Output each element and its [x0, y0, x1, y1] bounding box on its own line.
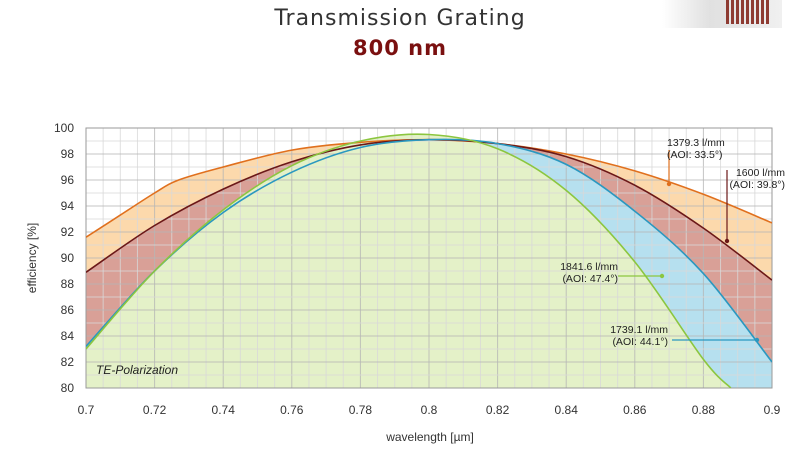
annotation-marker [724, 238, 730, 244]
annotation-label-grooves: 1600 l/mm [736, 167, 785, 179]
chart-title: Transmission Grating [274, 6, 526, 31]
y-tick-label: 98 [61, 147, 75, 161]
x-tick-label: 0.86 [623, 403, 647, 417]
annotation-marker [659, 273, 665, 279]
annotation-label-grooves: 1739.1 l/mm [610, 324, 668, 336]
x-tick-label: 0.88 [692, 403, 716, 417]
y-tick-label: 92 [61, 225, 75, 239]
annotation-label-aoi: (AOI: 39.8°) [729, 179, 785, 191]
y-tick-label: 88 [61, 277, 75, 291]
polarization-note: TE-Polarization [96, 363, 178, 377]
x-tick-label: 0.84 [555, 403, 579, 417]
y-tick-label: 94 [61, 199, 75, 213]
x-tick-label: 0.76 [280, 403, 304, 417]
x-tick-label: 0.78 [349, 403, 373, 417]
y-tick-label: 86 [61, 303, 75, 317]
x-tick-label: 0.74 [212, 403, 236, 417]
x-tick-label: 0.72 [143, 403, 167, 417]
y-tick-label: 90 [61, 251, 75, 265]
y-tick-label: 84 [61, 329, 75, 343]
y-tick-label: 80 [61, 381, 75, 395]
y-tick-label: 82 [61, 355, 75, 369]
x-tick-label: 0.7 [78, 403, 95, 417]
y-axis-label: efficiency [%] [25, 223, 39, 293]
x-tick-label: 0.9 [764, 403, 781, 417]
y-tick-label: 100 [54, 121, 74, 135]
series-line-3 [86, 133, 732, 388]
chart-subtitle: 800 nm [353, 36, 447, 60]
grating-decoration-icon [662, 0, 782, 28]
annotation-marker [666, 181, 672, 187]
annotation-label-aoi: (AOI: 47.4°) [562, 273, 618, 285]
series-line-2 [86, 138, 772, 363]
x-tick-label: 0.8 [421, 403, 438, 417]
annotation-label-grooves: 1841.6 l/mm [560, 261, 618, 273]
x-tick-label: 0.82 [486, 403, 510, 417]
x-axis-label: wavelength [µm] [385, 430, 474, 444]
annotation-label-aoi: (AOI: 33.5°) [667, 149, 723, 161]
y-tick-label: 96 [61, 173, 75, 187]
annotation-label-aoi: (AOI: 44.1°) [612, 336, 668, 348]
annotation-label-grooves: 1379.3 l/mm [667, 137, 725, 149]
plot-frame [85, 127, 773, 389]
series-line-0 [86, 138, 772, 238]
annotation-marker [754, 337, 760, 343]
